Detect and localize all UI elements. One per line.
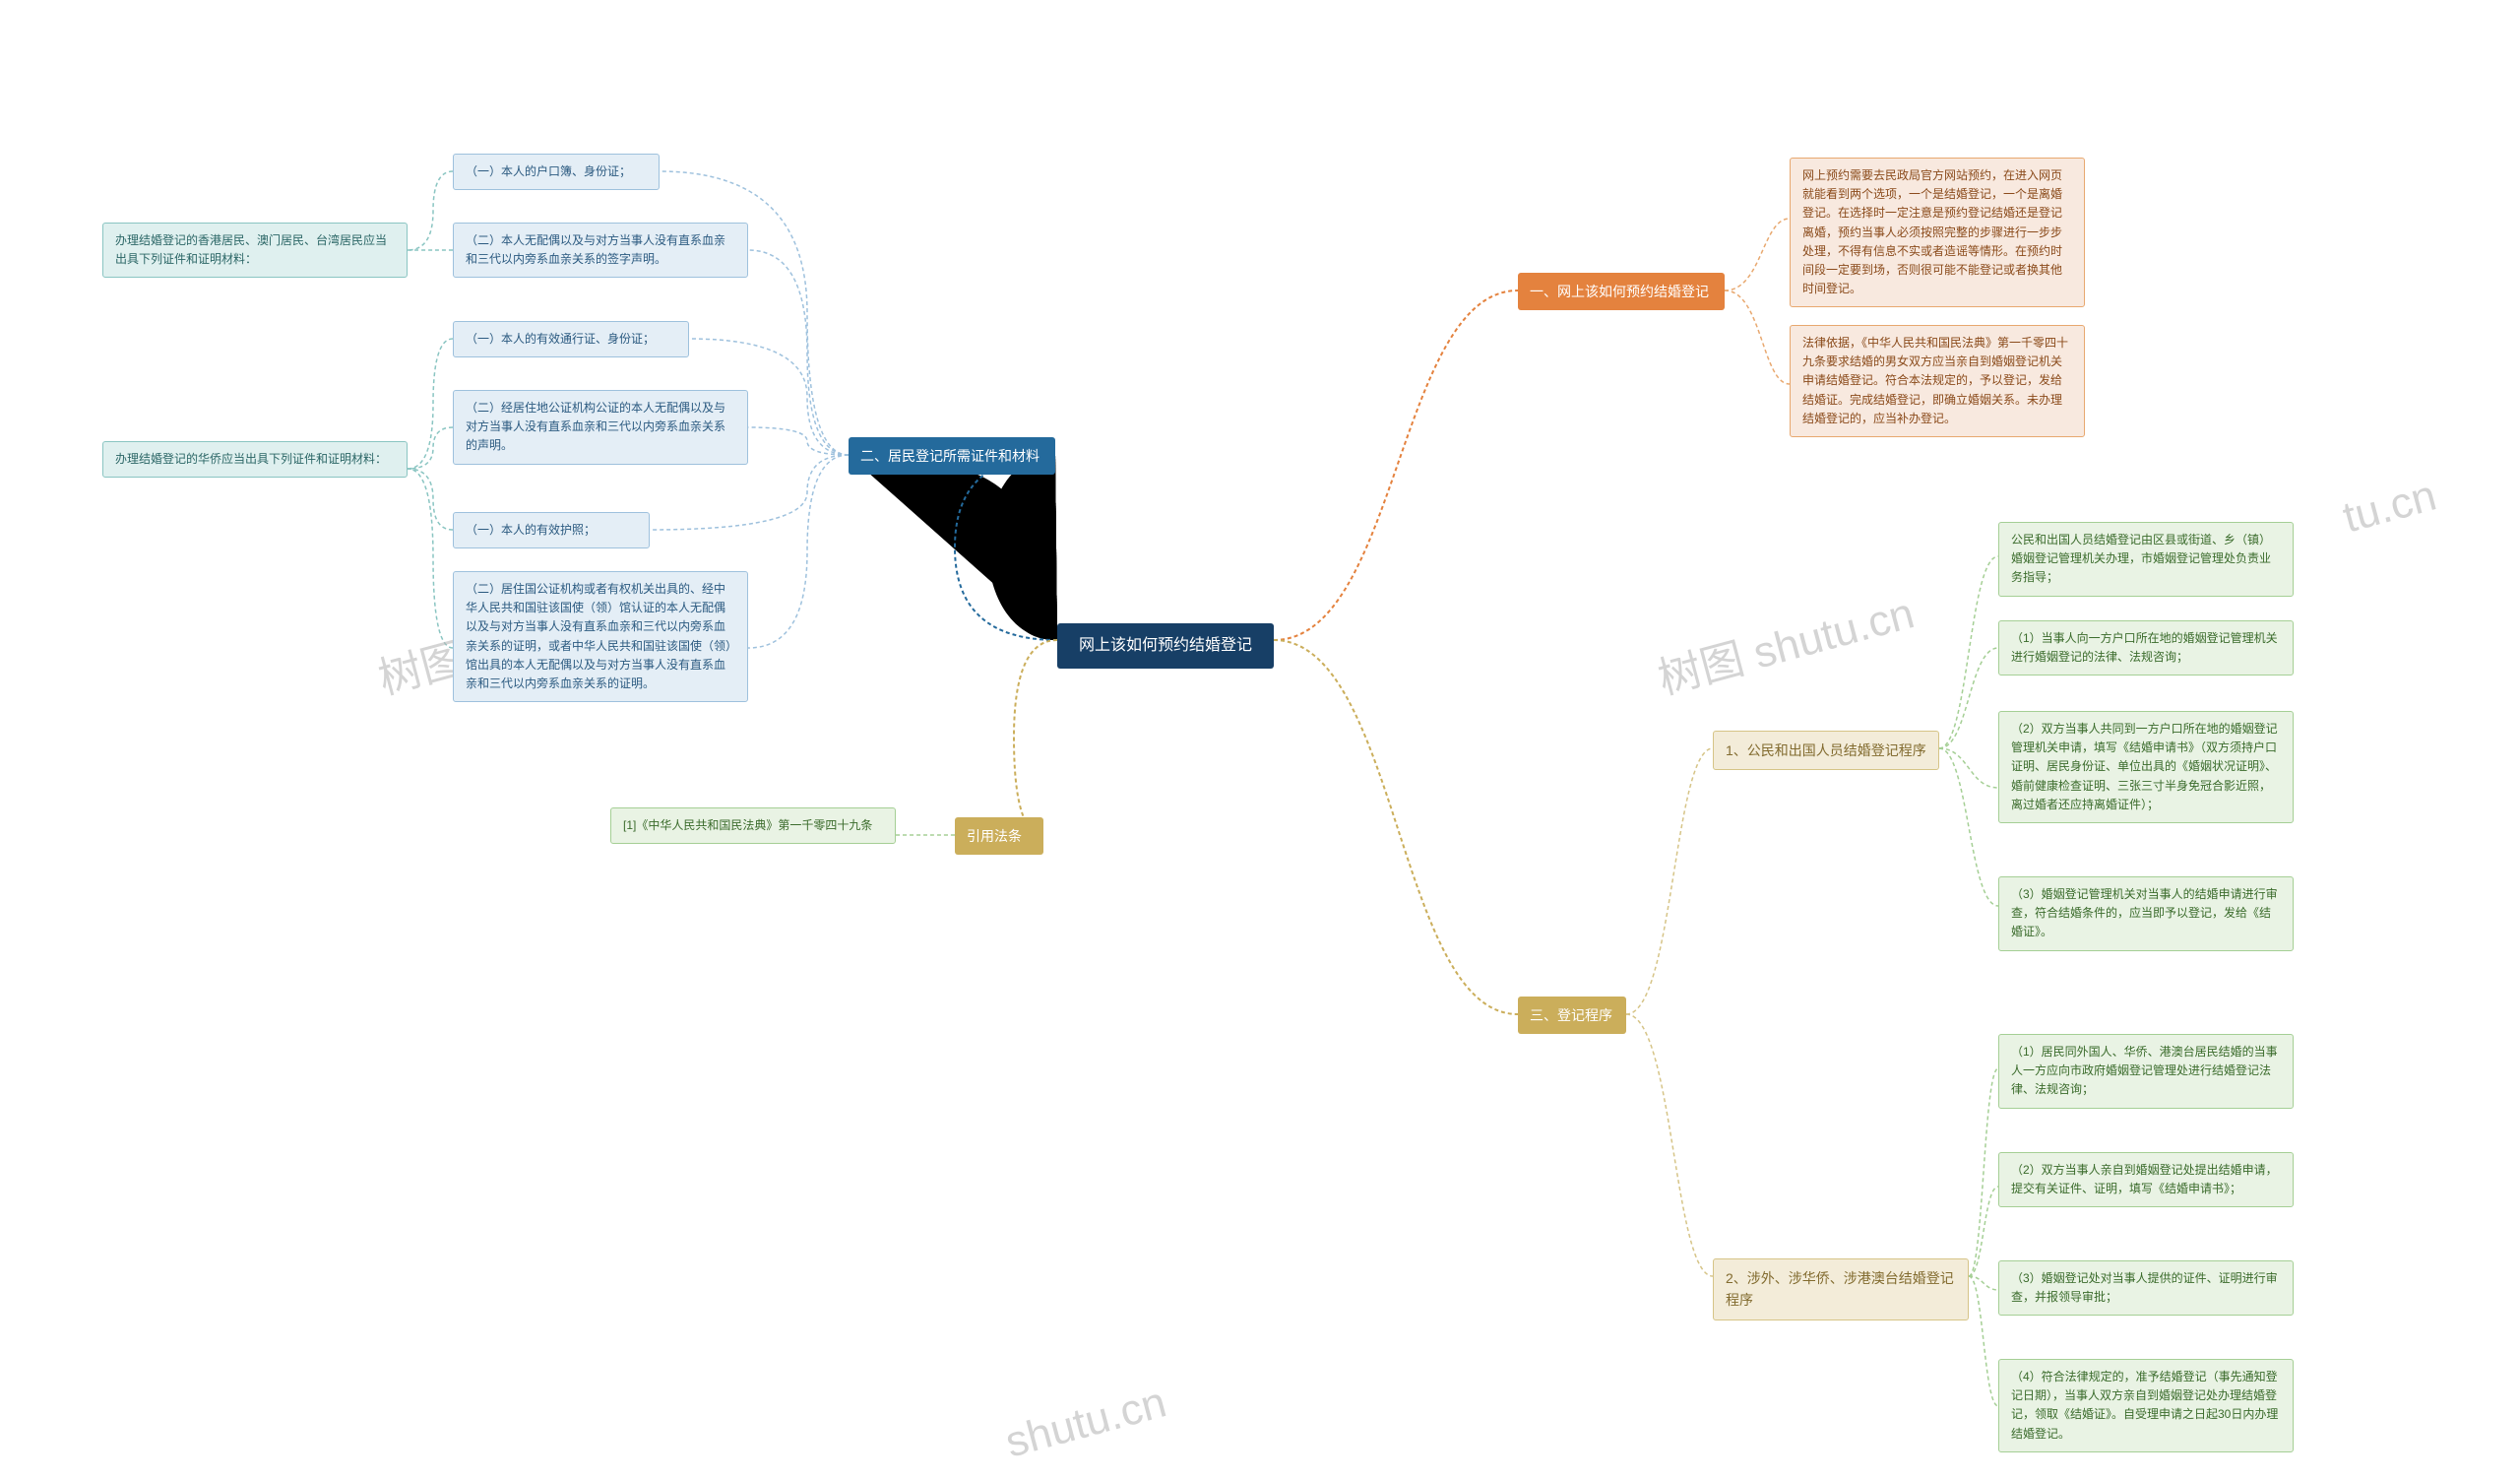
branch1-p1: 网上预约需要去民政局官方网站预约，在进入网页就能看到两个选项，一个是结婚登记，一… (1790, 158, 2085, 307)
branch3-sub1-title: 1、公民和出国人员结婚登记程序 (1713, 731, 1939, 770)
branch2-hk-i2: （二）本人无配偶以及与对方当事人没有直系血亲和三代以内旁系血亲关系的签字声明。 (453, 223, 748, 278)
root-node: 网上该如何预约结婚登记 (1057, 623, 1274, 669)
branch4-title: 引用法条 (955, 817, 1043, 855)
branch3-sub1-p1: （1）当事人向一方户口所在地的婚姻登记管理机关进行婚姻登记的法律、法规咨询； (1998, 620, 2294, 676)
branch3-sub1-p0: 公民和出国人员结婚登记由区县或街道、乡（镇）婚姻登记管理机关办理，市婚姻登记管理… (1998, 522, 2294, 597)
watermark: tu.cn (2338, 472, 2441, 544)
watermark: shutu.cn (1000, 1378, 1171, 1467)
branch2-hk-i1: （一）本人的户口簿、身份证； (453, 154, 660, 190)
branch2-title: 二、居民登记所需证件和材料 (849, 437, 1055, 475)
branch3-sub1-p3: （3）婚姻登记管理机关对当事人的结婚申请进行审查，符合结婚条件的，应当即予以登记… (1998, 876, 2294, 951)
branch2-hq-i1: （一）本人的有效通行证、身份证； (453, 321, 689, 357)
branch4-p1: [1]《中华人民共和国民法典》第一千零四十九条 (610, 807, 896, 844)
branch2-hq-i2: （二）经居住地公证机构公证的本人无配偶以及与对方当事人没有直系血亲和三代以内旁系… (453, 390, 748, 465)
branch2-hq-i4: （二）居住国公证机构或者有权机关出具的、经中华人民共和国驻该国使（领）馆认证的本… (453, 571, 748, 702)
branch1-p2: 法律依据，《中华人民共和国民法典》第一千零四十九条要求结婚的男女双方应当亲自到婚… (1790, 325, 2085, 437)
branch3-sub2-p1: （1）居民同外国人、华侨、港澳台居民结婚的当事人一方应向市政府婚姻登记管理处进行… (1998, 1034, 2294, 1109)
watermark: 树图 shutu.cn (1650, 578, 1920, 707)
branch3-sub2-p3: （3）婚姻登记处对当事人提供的证件、证明进行审查，并报领导审批； (1998, 1260, 2294, 1316)
branch2-hq-label: 办理结婚登记的华侨应当出具下列证件和证明材料： (102, 441, 408, 478)
branch2-hq-i3: （一）本人的有效护照； (453, 512, 650, 548)
branch2-hk-label: 办理结婚登记的香港居民、澳门居民、台湾居民应当出具下列证件和证明材料： (102, 223, 408, 278)
branch3-sub2-p2: （2）双方当事人亲自到婚姻登记处提出结婚申请，提交有关证件、证明，填写《结婚申请… (1998, 1152, 2294, 1207)
branch3-sub1-p2: （2）双方当事人共同到一方户口所在地的婚姻登记管理机关申请，填写《结婚申请书》（… (1998, 711, 2294, 823)
branch1-title: 一、网上该如何预约结婚登记 (1518, 273, 1725, 310)
branch3-sub2-title: 2、涉外、涉华侨、涉港澳台结婚登记程序 (1713, 1258, 1969, 1320)
branch3-title: 三、登记程序 (1518, 997, 1626, 1034)
branch3-sub2-p4: （4）符合法律规定的，准予结婚登记（事先通知登记日期），当事人双方亲自到婚姻登记… (1998, 1359, 2294, 1452)
